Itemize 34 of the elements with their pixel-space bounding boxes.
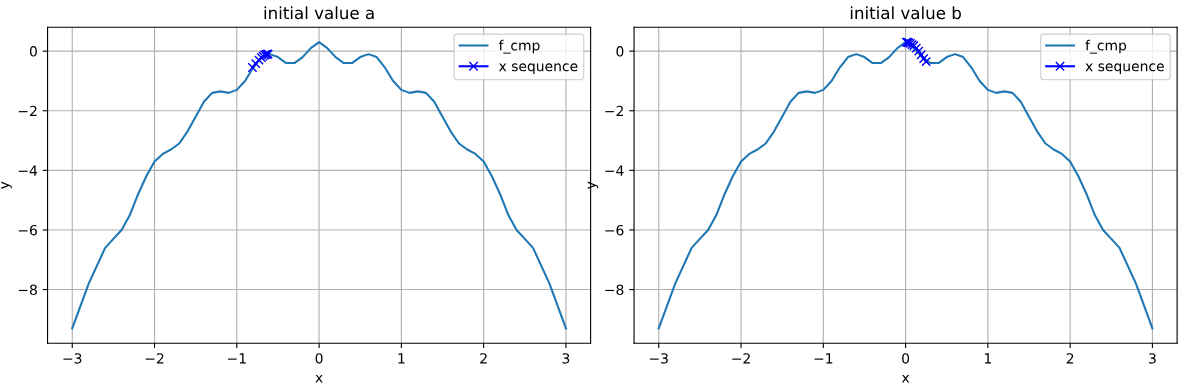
y-tick-label: −8 <box>18 284 37 296</box>
y-tick-label: 0 <box>616 46 624 57</box>
legend-label: x sequence <box>498 63 578 75</box>
y-tick-label: 0 <box>29 46 37 57</box>
x-tick-label: 3 <box>1149 353 1156 364</box>
x-tick-label: −1 <box>228 353 246 364</box>
y-tick-label: −6 <box>18 224 37 236</box>
x-tick-label: 0 <box>902 353 910 364</box>
x-axis-title: x <box>315 374 323 383</box>
x-tick-label: −3 <box>63 353 82 364</box>
x-tick-label: −1 <box>814 353 833 364</box>
chart-title: initial value a <box>264 6 374 20</box>
legend-label: f_cmp <box>1085 39 1127 54</box>
legend-label: f_cmp <box>498 39 540 54</box>
y-axis-title: y <box>1 181 12 189</box>
y-tick-label: −2 <box>605 105 623 117</box>
x-tick-label: −3 <box>649 353 668 364</box>
y-tick-label: −6 <box>605 224 624 236</box>
legend-label: x sequence <box>1085 63 1164 75</box>
x-tick-label: −2 <box>732 353 750 364</box>
x-tick-label: −2 <box>145 353 164 364</box>
y-tick-label: −4 <box>18 165 38 176</box>
x-tick-label: 3 <box>562 353 570 364</box>
chart-title: initial value b <box>850 6 961 20</box>
y-axis-title: y <box>587 181 599 189</box>
x-tick-label: 0 <box>315 353 323 364</box>
y-tick-label: −2 <box>18 105 37 117</box>
x-tick-label: 1 <box>398 353 405 364</box>
x-tick-label: 2 <box>1066 353 1074 364</box>
y-tick-label: −8 <box>605 284 624 296</box>
x-tick-label: 2 <box>480 353 487 364</box>
x-axis-title: x <box>901 374 910 383</box>
x-tick-label: 1 <box>984 353 991 364</box>
y-tick-label: −4 <box>605 165 624 176</box>
